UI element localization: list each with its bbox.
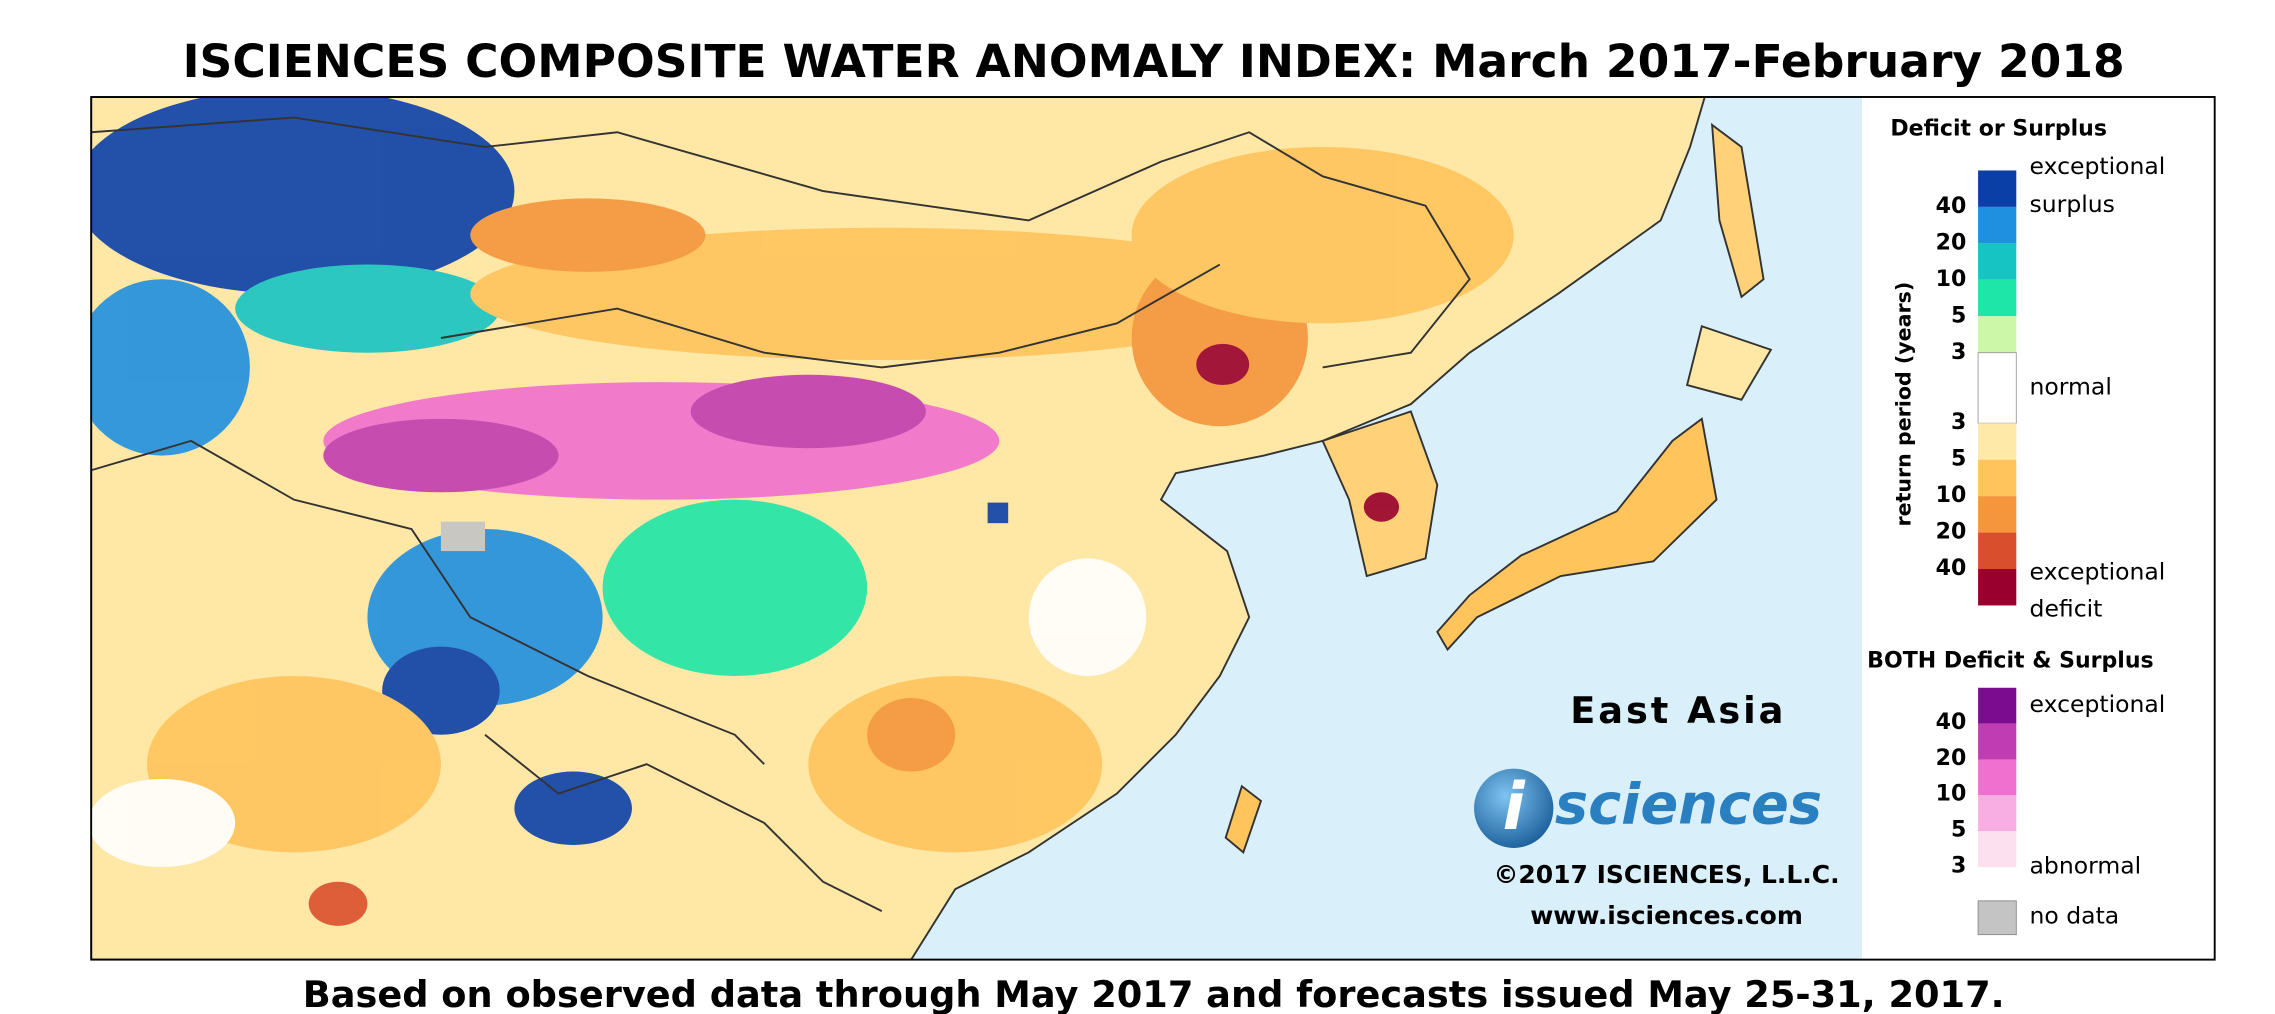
legend-swatch	[1978, 723, 2017, 760]
legend-swatch	[1978, 316, 2017, 353]
map	[90, 96, 2216, 961]
logo: i sciences	[1474, 768, 1822, 848]
legend-swatch	[1978, 569, 2017, 606]
legend-tick: 40	[1936, 710, 1967, 735]
legend-tick: 5	[1951, 818, 1966, 843]
legend-swatch	[1978, 496, 2017, 533]
legend-swatch	[1978, 687, 2017, 724]
legend-axis-label: return period (years)	[1892, 282, 1916, 527]
url: www.isciences.com	[1530, 901, 1803, 930]
title: ISCIENCES COMPOSITE WATER ANOMALY INDEX:…	[183, 35, 2125, 88]
legend: Deficit or Surplus return period (years) 4…	[1867, 116, 2166, 936]
legend-swatch	[1978, 206, 2017, 244]
legend-tick: 3	[1951, 340, 1966, 365]
copyright: ©2017 ISCIENCES, L.L.C.	[1493, 860, 1839, 889]
legend-swatch	[1978, 423, 2017, 460]
legend-tick: 3	[1951, 410, 1966, 435]
legend-label: normal	[2030, 372, 2112, 400]
legend-label: deficit	[2030, 594, 2103, 622]
legend-label: exceptional	[2030, 558, 2166, 586]
legend-label: surplus	[2030, 190, 2115, 218]
legend-tick: 3	[1951, 853, 1966, 878]
legend-tick: 20	[1936, 746, 1967, 771]
legend-title: Deficit or Surplus	[1890, 116, 2107, 141]
legend-label: exceptional	[2030, 690, 2166, 718]
legend-swatch	[1977, 900, 2017, 936]
legend-swatch	[1978, 170, 2017, 207]
legend-tick: 40	[1936, 556, 1967, 581]
legend-tick: 10	[1936, 267, 1967, 292]
legend-tick: 40	[1936, 194, 1967, 219]
legend-tick: 10	[1936, 483, 1967, 508]
legend-swatch	[1978, 795, 2017, 832]
legend-tick: 10	[1936, 782, 1967, 807]
logo-text: sciences	[1555, 772, 1822, 837]
legend-label: abnormal	[2030, 852, 2142, 880]
legend-swatch	[1978, 279, 2017, 317]
footer: Based on observed data through May 2017 …	[303, 973, 2005, 1014]
legend-tick: 20	[1936, 520, 1967, 545]
legend-label: exceptional	[2030, 152, 2166, 180]
legend-swatch	[1978, 831, 2017, 868]
legend-swatch	[1977, 352, 2017, 424]
legend-tick: 5	[1951, 304, 1966, 329]
legend-tick: 20	[1936, 231, 1967, 256]
region-label: East Asia	[1570, 689, 1786, 732]
legend-label: no data	[2030, 902, 2120, 930]
legend-swatch	[1978, 759, 2017, 796]
legend-swatch	[1978, 532, 2017, 570]
legend-tick: 5	[1951, 447, 1966, 472]
legend-swatch	[1978, 243, 2017, 280]
legend-title: BOTH Deficit & Surplus	[1867, 648, 2153, 673]
logo-mark: i	[1503, 770, 1526, 845]
legend-swatch	[1978, 459, 2017, 497]
